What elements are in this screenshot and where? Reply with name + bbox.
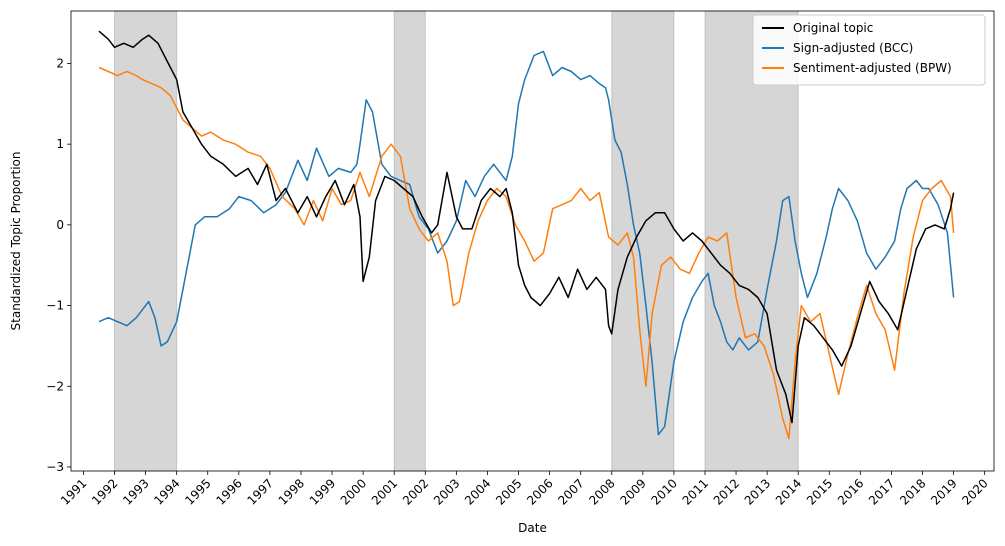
legend-box [752,14,986,86]
x-tick-label: 1997 [245,476,276,507]
legend-label-3: Sentiment-adjusted (BPW) [793,61,952,75]
series-line-3 [98,66,955,440]
x-tick-label: 2020 [959,476,990,507]
y-tick-label: −1 [46,299,64,313]
x-tick-label: 2014 [773,476,804,507]
x-tick-label: 2015 [804,476,835,507]
x-tick-label: 1999 [307,476,338,507]
x-tick-label: 2007 [555,476,586,507]
recession-shading-layer [114,10,799,472]
series-line-2 [98,50,955,436]
plot-frame [70,10,995,472]
legend-label-1: Original topic [793,21,873,35]
x-tick-label: 1992 [89,476,120,507]
x-axis-ticks: 1991 1992 1993 1994 1995 1996 1997 1998 1999 2000… [58,471,991,508]
x-tick-label: 2011 [680,476,711,507]
x-tick-label: 1993 [120,476,151,507]
y-axis-title: Standardized Topic Proportion [9,152,23,331]
x-tick-label: 1998 [276,476,307,507]
x-tick-label: 1991 [58,476,89,507]
y-axis-ticks: −3 −2 −1 0 1 2 [46,56,71,474]
y-tick-label: −3 [46,460,64,474]
x-tick-label: 2008 [586,476,617,507]
shaded-period-2 [393,10,426,472]
x-tick-label: 2003 [431,476,462,507]
x-tick-label: 1995 [182,476,213,507]
x-tick-label: 2002 [400,476,431,507]
x-tick-label: 2018 [897,476,928,507]
y-tick-label: 1 [56,137,64,151]
shaded-period-4 [704,10,799,472]
y-tick-label: −2 [46,379,64,393]
x-tick-label: 2005 [493,476,524,507]
x-tick-label: 2012 [711,476,742,507]
x-tick-label: 2013 [742,476,773,507]
shaded-period-3 [611,10,675,472]
x-tick-label: 1994 [151,476,182,507]
x-tick-label: 2000 [338,476,369,507]
y-tick-label: 0 [56,218,64,232]
x-tick-label: 2017 [866,476,897,507]
x-tick-label: 2004 [462,476,493,507]
x-tick-label: 2016 [835,476,866,507]
x-tick-label: 2009 [617,476,648,507]
legend: Original topic Sign-adjusted (BCC) Sentime… [752,14,986,86]
x-tick-label: 1996 [213,476,244,507]
y-tick-label: 2 [56,56,64,70]
x-tick-label: 2019 [928,476,959,507]
x-axis-title: Date [518,521,547,535]
series-line-1 [98,30,955,424]
legend-label-2: Sign-adjusted (BCC) [793,41,913,55]
series-layer [98,30,955,440]
x-tick-label: 2010 [649,476,680,507]
x-tick-label: 2001 [369,476,400,507]
x-tick-label: 2006 [524,476,555,507]
shaded-period-1 [114,10,178,472]
